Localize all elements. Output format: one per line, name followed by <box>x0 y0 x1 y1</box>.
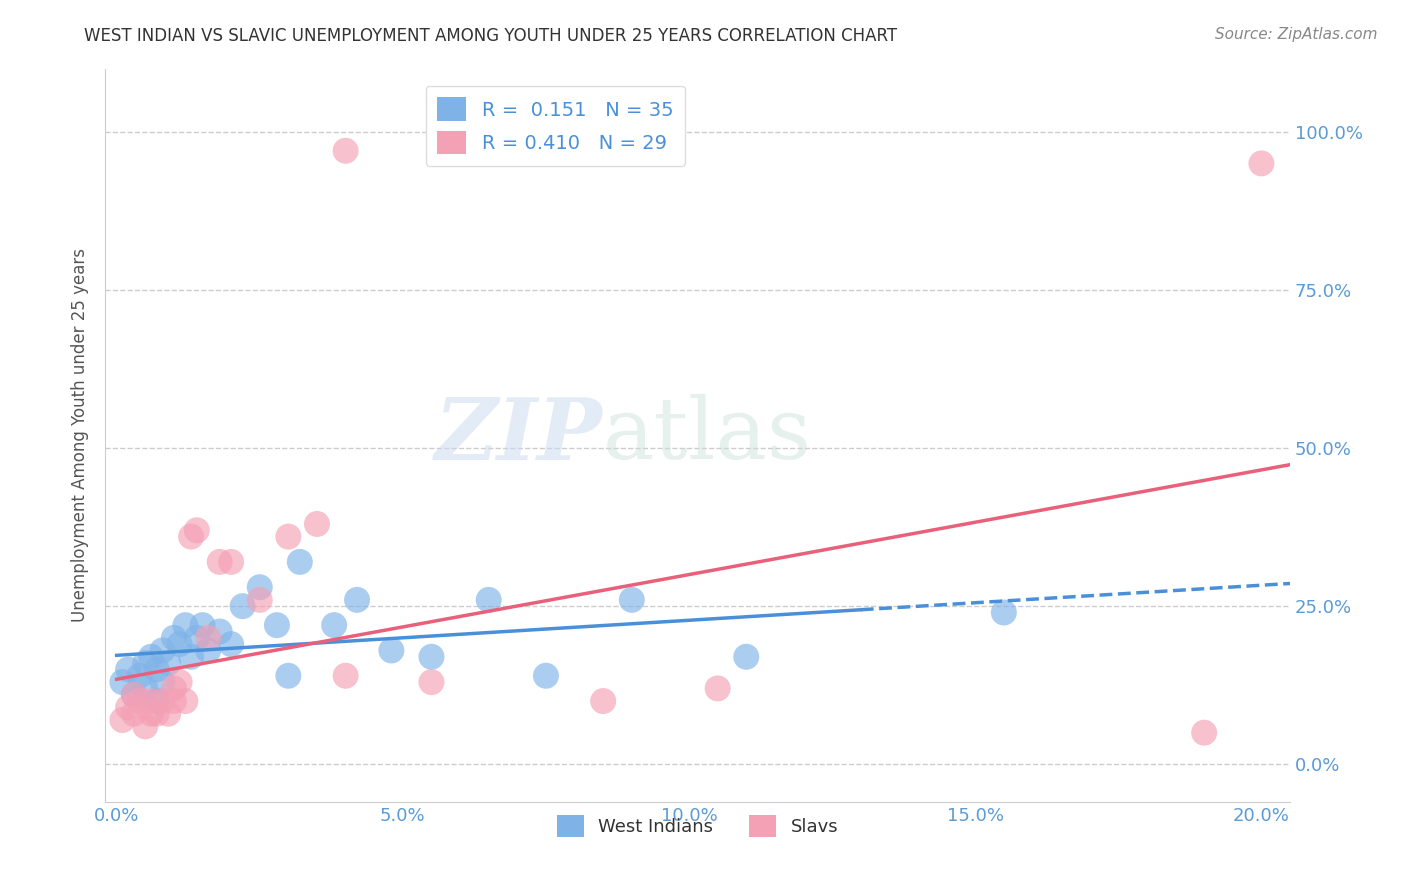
Point <box>163 631 186 645</box>
Text: Source: ZipAtlas.com: Source: ZipAtlas.com <box>1215 27 1378 42</box>
Point <box>197 631 219 645</box>
Point <box>122 688 145 702</box>
Point <box>134 681 156 696</box>
Point <box>1250 156 1272 170</box>
Point <box>169 637 191 651</box>
Point <box>346 592 368 607</box>
Text: ZIP: ZIP <box>434 393 603 477</box>
Point <box>620 592 643 607</box>
Point <box>169 675 191 690</box>
Point <box>380 643 402 657</box>
Point <box>180 649 202 664</box>
Point <box>232 599 254 614</box>
Point <box>249 580 271 594</box>
Point <box>145 694 167 708</box>
Point <box>122 706 145 721</box>
Point <box>420 649 443 664</box>
Text: atlas: atlas <box>603 393 811 477</box>
Point <box>186 631 208 645</box>
Point <box>145 706 167 721</box>
Point <box>208 555 231 569</box>
Point <box>111 713 134 727</box>
Point <box>139 706 162 721</box>
Text: WEST INDIAN VS SLAVIC UNEMPLOYMENT AMONG YOUTH UNDER 25 YEARS CORRELATION CHART: WEST INDIAN VS SLAVIC UNEMPLOYMENT AMONG… <box>84 27 897 45</box>
Point <box>197 643 219 657</box>
Point <box>152 675 174 690</box>
Point <box>117 700 139 714</box>
Point <box>134 656 156 670</box>
Point <box>157 656 180 670</box>
Point <box>117 662 139 676</box>
Point <box>592 694 614 708</box>
Point <box>174 618 197 632</box>
Y-axis label: Unemployment Among Youth under 25 years: Unemployment Among Youth under 25 years <box>72 248 89 623</box>
Point <box>1192 725 1215 739</box>
Point <box>478 592 501 607</box>
Point <box>534 669 557 683</box>
Point <box>186 523 208 537</box>
Point <box>163 681 186 696</box>
Point <box>305 516 328 531</box>
Point <box>277 669 299 683</box>
Point <box>735 649 758 664</box>
Point <box>335 669 357 683</box>
Point <box>157 706 180 721</box>
Point <box>219 637 242 651</box>
Point <box>152 643 174 657</box>
Point <box>128 669 150 683</box>
Point <box>152 694 174 708</box>
Point <box>134 719 156 733</box>
Point <box>266 618 288 632</box>
Point <box>145 662 167 676</box>
Point <box>277 530 299 544</box>
Point <box>139 649 162 664</box>
Legend: West Indians, Slavs: West Indians, Slavs <box>550 808 846 845</box>
Point <box>323 618 346 632</box>
Point <box>180 530 202 544</box>
Point <box>128 694 150 708</box>
Point <box>420 675 443 690</box>
Point <box>335 144 357 158</box>
Point <box>219 555 242 569</box>
Point <box>191 618 214 632</box>
Point <box>174 694 197 708</box>
Point <box>288 555 311 569</box>
Point <box>163 694 186 708</box>
Point <box>139 694 162 708</box>
Point <box>208 624 231 639</box>
Point <box>111 675 134 690</box>
Point <box>122 688 145 702</box>
Point <box>249 592 271 607</box>
Point <box>706 681 728 696</box>
Point <box>993 606 1015 620</box>
